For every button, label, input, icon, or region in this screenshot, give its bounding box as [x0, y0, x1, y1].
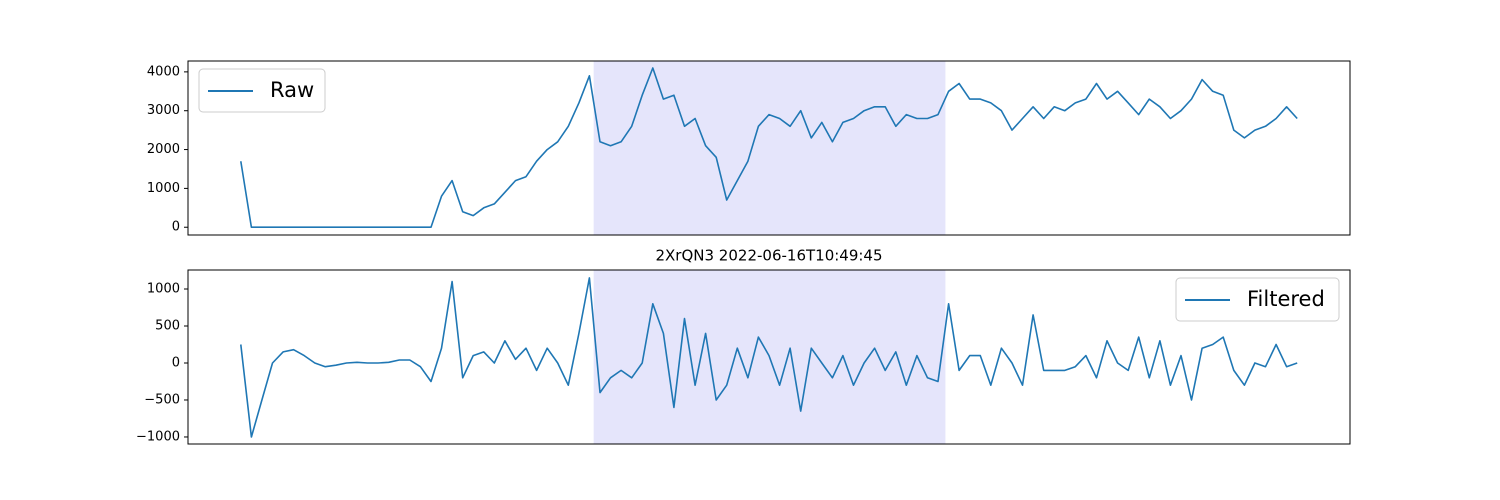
y-tick-label: −1000	[136, 429, 180, 444]
legend-label: Raw	[270, 78, 314, 102]
y-tick-label: 1000	[147, 181, 180, 196]
y-tick-label: 0	[172, 220, 180, 235]
highlight-span	[593, 61, 946, 235]
y-tick-label: 0	[172, 355, 180, 370]
y-tick-label: 4000	[147, 64, 180, 79]
data-line	[240, 277, 1298, 438]
y-tick-label: 500	[155, 319, 180, 334]
y-tick-label: 3000	[147, 103, 180, 118]
chart-title: 2XrQN3 2022-06-16T10:49:45	[655, 247, 882, 265]
legend-box	[1175, 277, 1340, 322]
axes-frame	[187, 269, 1351, 445]
legend-label: Filtered	[1247, 287, 1325, 311]
y-tick-label: −500	[144, 392, 180, 407]
data-line	[240, 67, 1298, 228]
y-tick-label: 2000	[147, 142, 180, 157]
y-tick-label: 1000	[147, 282, 180, 297]
legend-box	[198, 68, 326, 113]
axes-frame	[187, 60, 1351, 236]
